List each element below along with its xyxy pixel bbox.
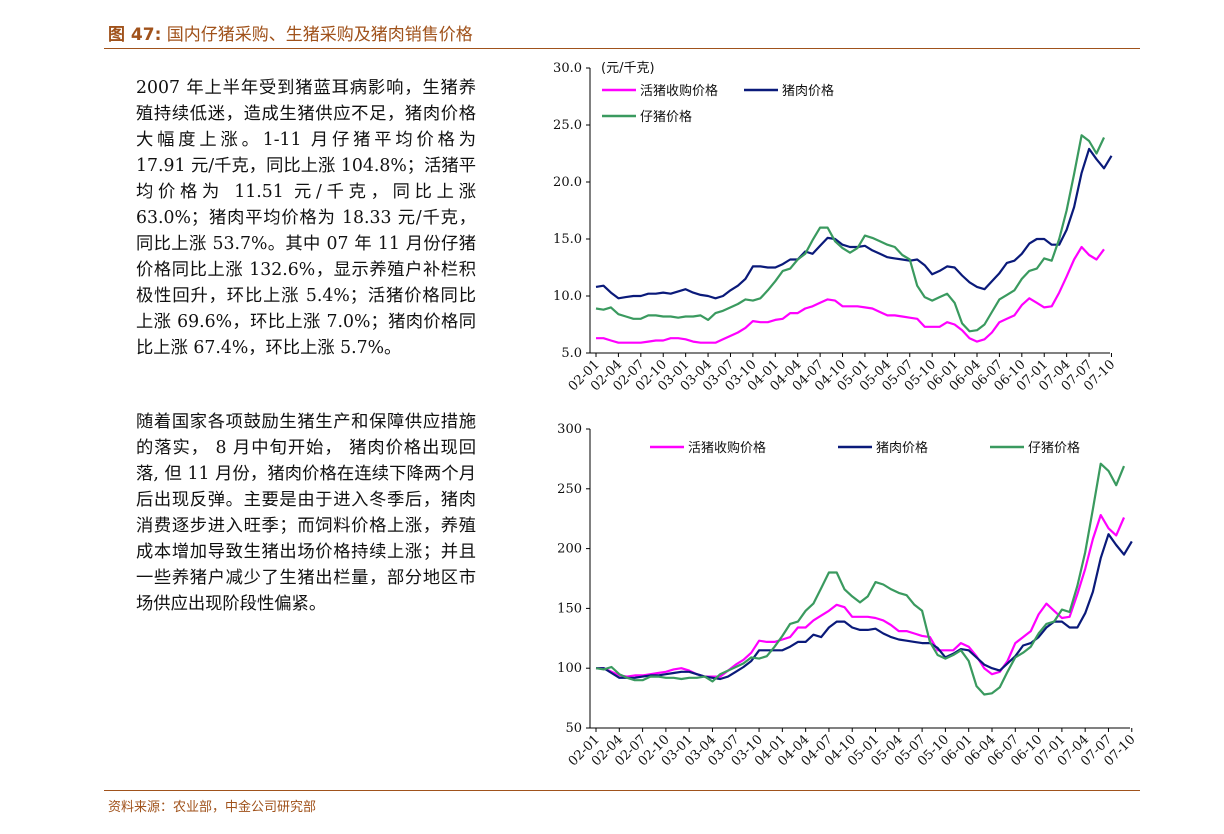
bottom-chart-legend-label: 活猪收购价格 [688,440,766,456]
top-chart-y-tick-label: 15.0 [553,232,582,247]
bottom-chart-y-tick-label: 50 [565,721,582,736]
bottom-rule [104,790,1140,791]
bottom-chart-legend-label: 猪肉价格 [876,440,928,456]
bottom-chart-legend-label: 仔猪价格 [1028,440,1080,456]
top-chart-y-tick-label: 30.0 [553,61,582,76]
figure-title: 图 47: 国内仔猪采购、生猪采购及猪肉销售价格 [108,20,473,45]
paragraph-1: 2007 年上半年受到猪蓝耳病影响，生猪养殖持续低迷，造成生猪供应不足，猪肉价格… [136,78,476,358]
top-chart-legend-label: 活猪收购价格 [640,83,718,99]
top-chart-y-tick-label: 25.0 [553,118,582,133]
bottom-chart-series-line-1 [596,513,1126,678]
bottom-chart-y-tick-label: 300 [557,422,582,437]
bottom-chart-y-tick-label: 250 [557,482,582,497]
figure-number: 图 47: [108,25,162,45]
top-chart-series-line-2 [595,147,1113,300]
top-chart-legend-label: 猪肉价格 [782,83,834,99]
bottom-chart-y-tick-label: 100 [557,661,582,676]
bottom-chart-series-line-2 [596,533,1133,681]
top-chart-y-tick-label: 20.0 [553,175,582,190]
figure-title-text: 国内仔猪采购、生猪采购及猪肉销售价格 [166,25,473,45]
bottom-chart-y-tick-label: 200 [557,542,582,557]
top-rule [104,48,1140,49]
bottom-chart-y-tick-label: 150 [557,601,582,616]
source-note: 资料来源：农业部，中金公司研究部 [108,800,317,815]
top-chart-y-tick-label: 10.0 [553,289,582,304]
top-chart-legend-label: 仔猪价格 [640,109,692,125]
top-chart-series-line-1 [596,245,1105,344]
top-chart-unit-label: (元/千克) [601,61,655,76]
top-chart-y-tick-label: 5.0 [561,346,582,361]
paragraph-2: 随着国家各项鼓励生猪生产和保障供应措施的落实， 8 月中旬开始， 猪肉价格出现回… [136,412,476,614]
bottom-chart-series-line-3 [595,462,1126,696]
top-chart-series-line-3 [595,134,1105,333]
